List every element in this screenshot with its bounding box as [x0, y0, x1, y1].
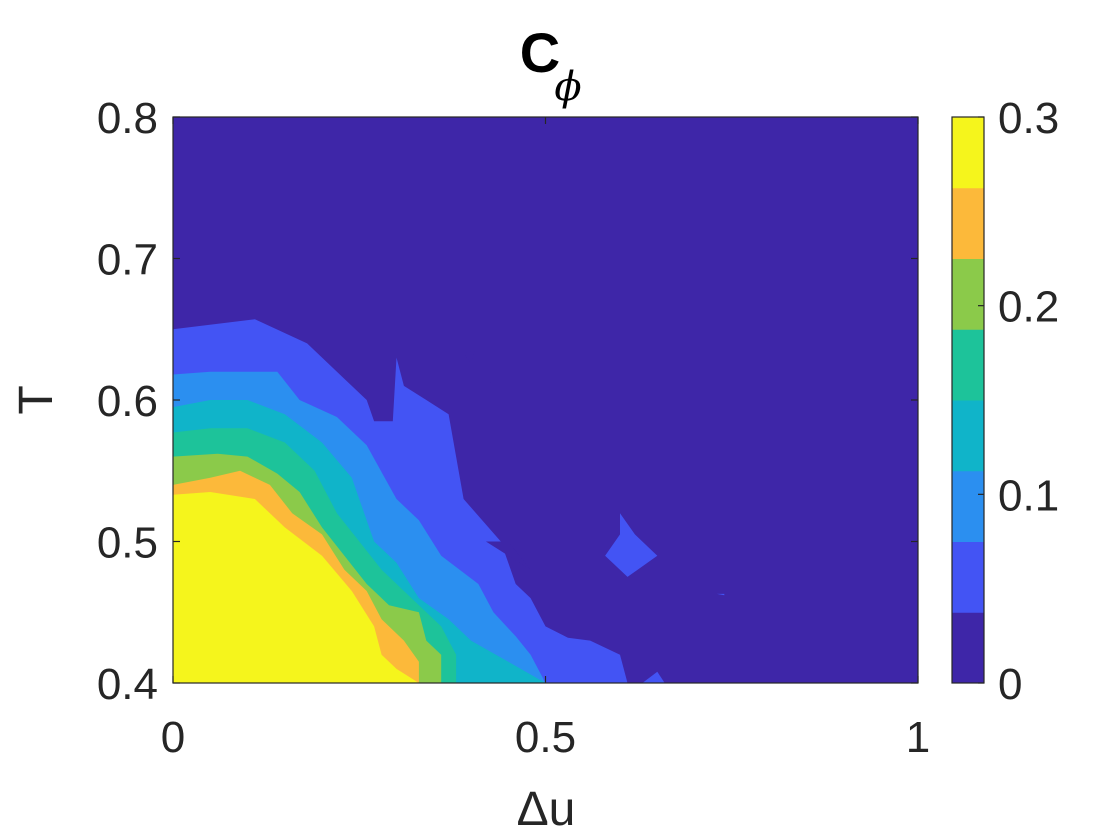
x-axis: 0 0.5 1 [161, 117, 930, 762]
x-tick-label: 1 [906, 713, 930, 762]
colorbar: 0 0.1 0.2 0.3 [951, 94, 1059, 709]
x-tick-label: 0.5 [515, 713, 576, 762]
colorbar-segment-4 [952, 329, 984, 401]
colorbar-tick-label: 0.3 [998, 94, 1059, 143]
colorbar-frame [951, 116, 985, 684]
plot-area [172, 116, 919, 684]
contour-region-12 [642, 671, 665, 683]
x-tick-label: 0 [161, 713, 185, 762]
colorbar-segment-3 [952, 400, 984, 472]
colorbar-segment-2 [952, 470, 984, 542]
y-tick-label: 0.4 [97, 660, 158, 709]
y-tick-label: 0.6 [97, 377, 158, 426]
y-tick-label: 0.5 [97, 519, 158, 568]
colorbar-tick-label: 0.1 [998, 471, 1059, 520]
contour-region-9 [173, 492, 419, 683]
contour-region-13 [716, 593, 725, 596]
colorbar-segment-0 [952, 612, 984, 684]
contour-region-11 [605, 513, 658, 577]
colorbar-segment-7 [952, 117, 984, 189]
contour-region-3 [485, 541, 531, 570]
colorbar-tick-label: 0.2 [998, 283, 1059, 332]
colorbar-segment-6 [952, 187, 984, 259]
contour-region-1 [485, 381, 494, 386]
y-tick-label: 0.8 [97, 94, 158, 143]
y-tick-label: 0.7 [97, 236, 158, 285]
colorbar-segment-1 [952, 541, 984, 613]
x-axis-label: Δu [517, 783, 576, 836]
chart-title: C [520, 21, 560, 84]
chart-title-subscript: ϕ [554, 64, 581, 110]
colorbar-tick-label: 0 [998, 660, 1022, 709]
y-axis: 0.4 0.5 0.6 0.7 0.8 [97, 94, 918, 709]
contour-region-2 [463, 350, 475, 364]
y-axis-label: T [10, 385, 63, 414]
colorbar-segment-5 [952, 258, 984, 330]
